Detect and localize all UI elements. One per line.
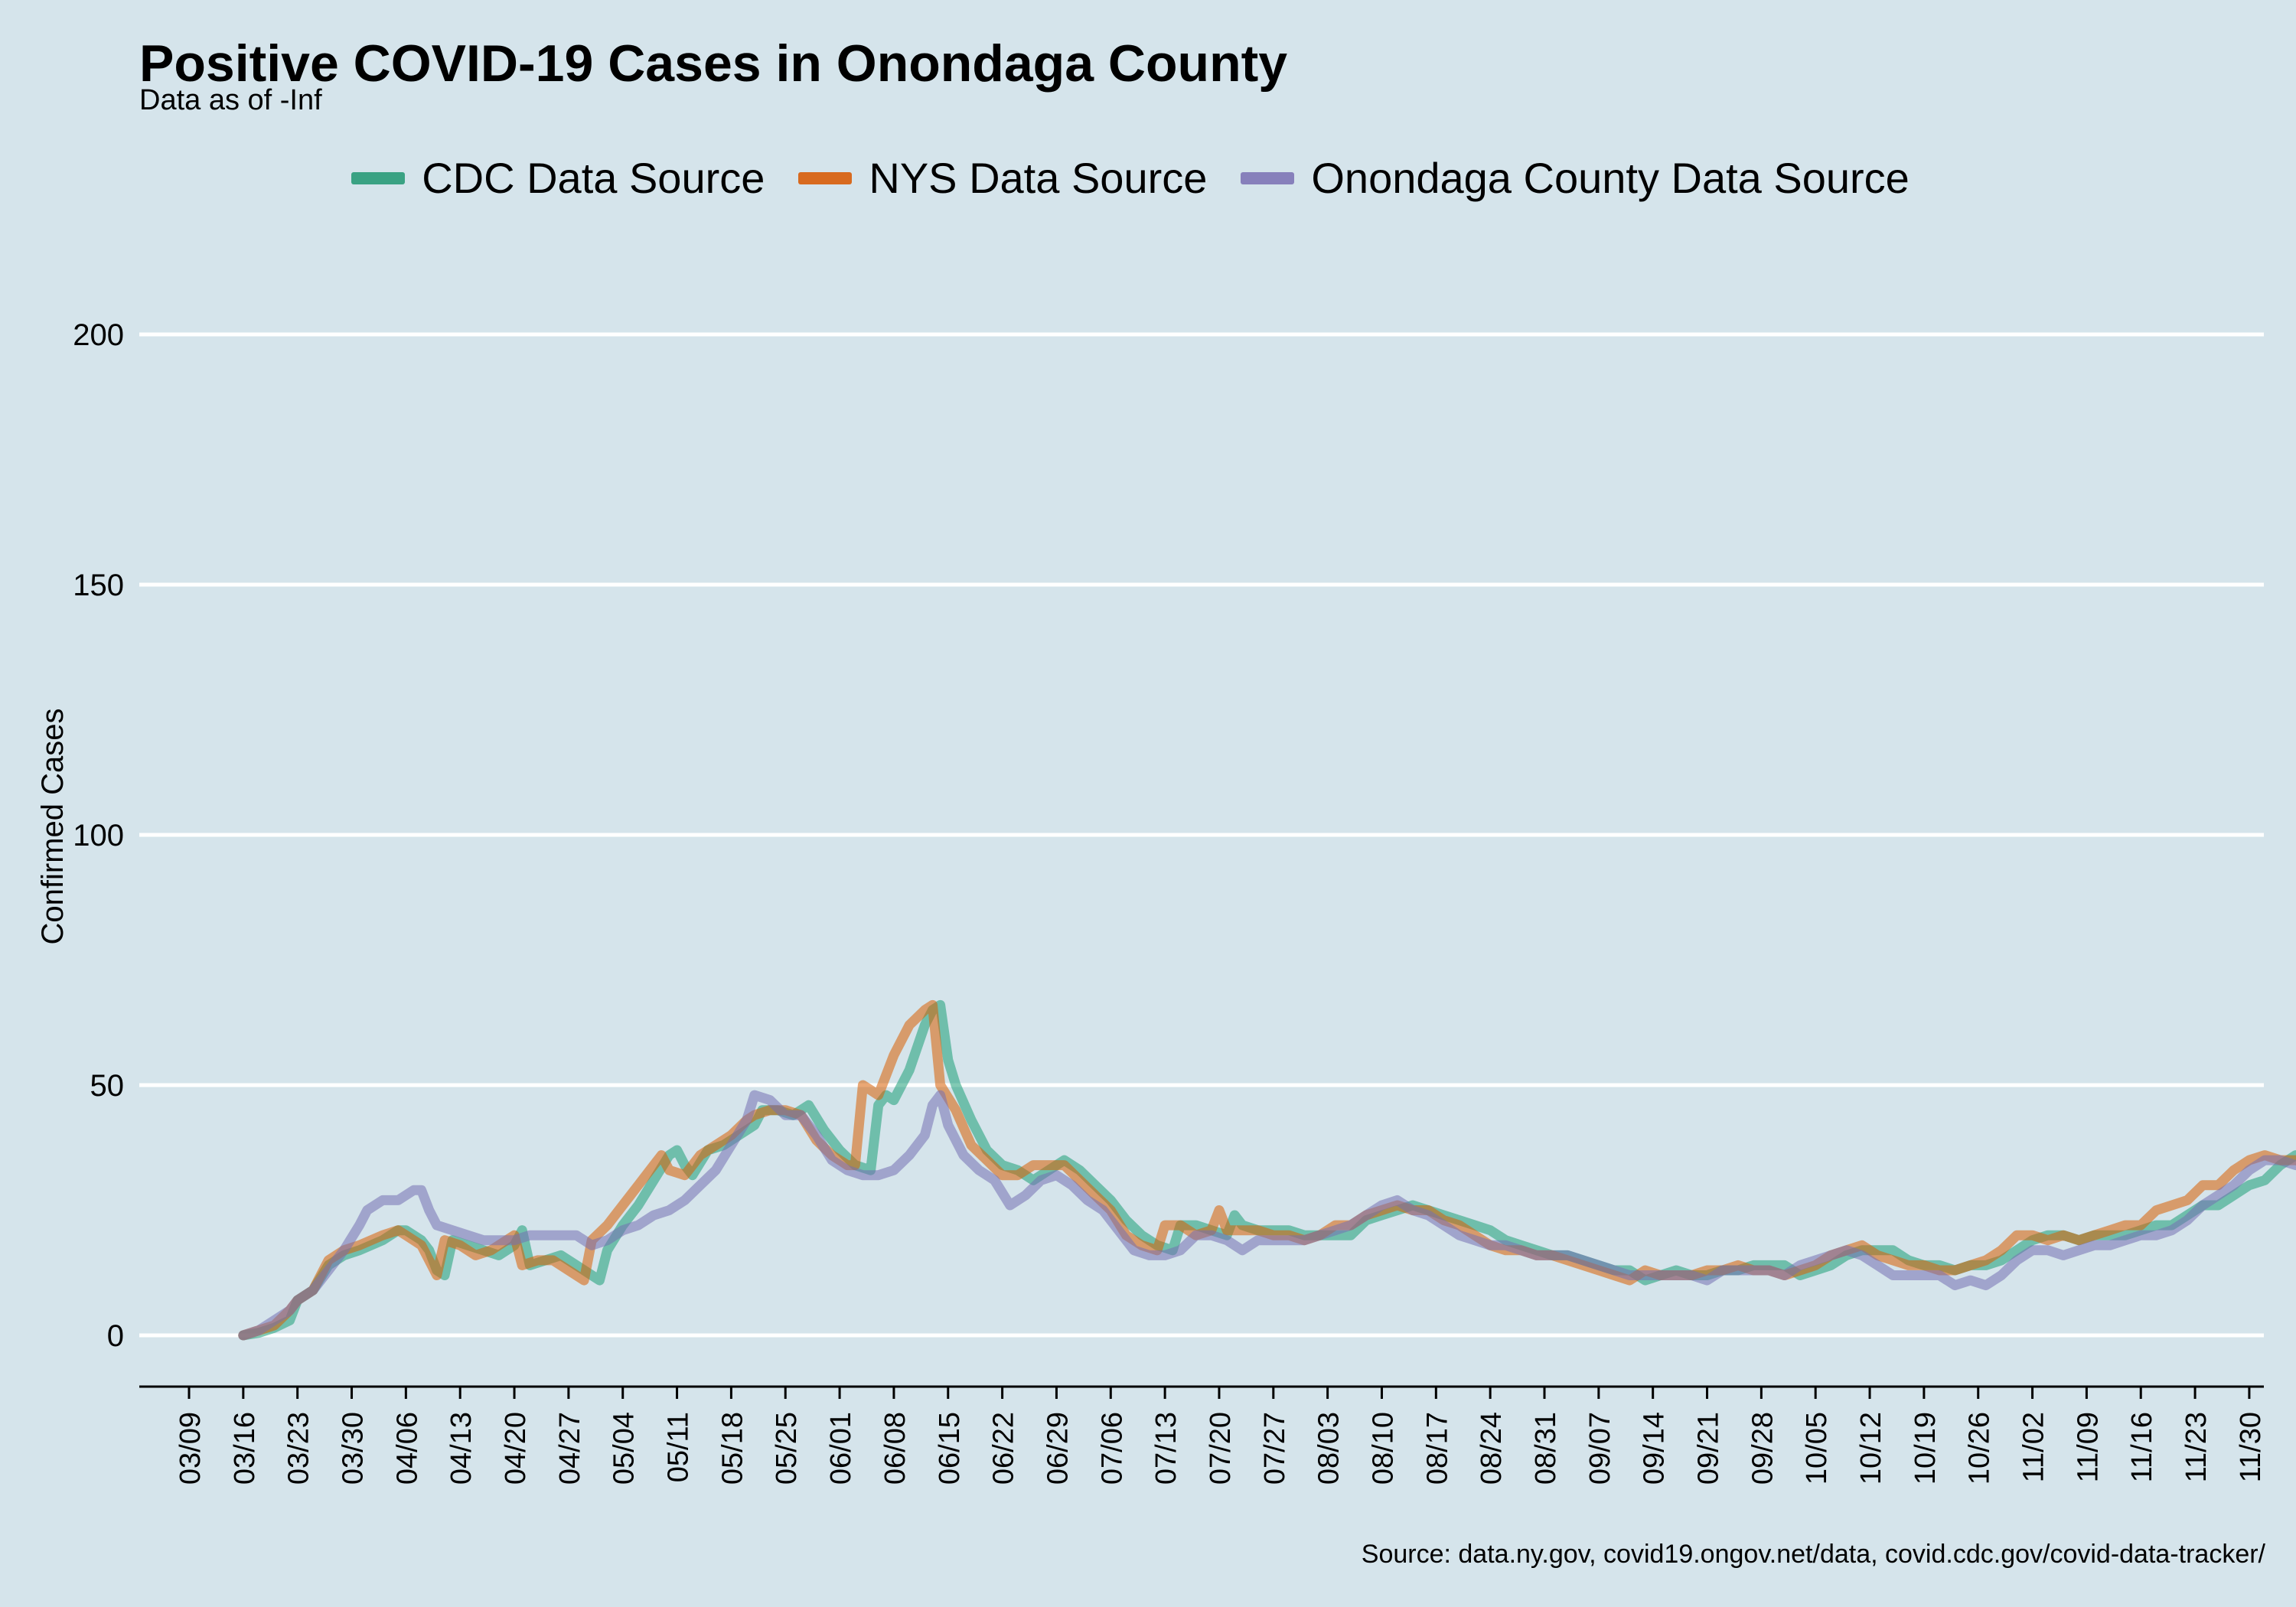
legend-label-onondaga: Onondaga County Data Source <box>1311 154 1910 202</box>
x-tick-label: 11/30 <box>2235 1412 2267 1482</box>
legend-item-nys[interactable]: NYS Data Source <box>798 153 1207 203</box>
x-tick-label: 05/11 <box>663 1412 695 1482</box>
x-tick-label: 04/06 <box>391 1412 423 1485</box>
x-tick-label: 07/13 <box>1150 1412 1182 1485</box>
series-line-nys <box>238 999 2296 1341</box>
x-tick-label: 08/31 <box>1530 1412 1562 1485</box>
x-tick-label: 06/15 <box>934 1412 966 1485</box>
x-tick-label: 09/28 <box>1746 1412 1779 1485</box>
x-tick-label: 07/06 <box>1096 1412 1128 1485</box>
legend-label-cdc: CDC Data Source <box>422 154 765 202</box>
x-tick-label: 07/27 <box>1259 1412 1291 1485</box>
x-tick-label: 03/23 <box>283 1412 315 1485</box>
x-tick-label: 06/22 <box>988 1412 1020 1485</box>
legend-swatch-onondaga <box>1241 171 1295 184</box>
y-tick-label: 0 <box>107 1319 124 1353</box>
x-tick-label: 10/26 <box>1964 1412 1996 1485</box>
x-tick-label: 08/17 <box>1421 1412 1453 1485</box>
series-line-cdc <box>238 999 2296 1341</box>
legend-swatch-nys <box>798 171 853 184</box>
series-line-onondaga <box>238 1090 2296 1341</box>
x-tick-label: 04/27 <box>554 1412 586 1485</box>
legend-item-onondaga[interactable]: Onondaga County Data Source <box>1241 153 1910 203</box>
y-tick-label: 50 <box>90 1069 125 1103</box>
x-tick-label: 04/20 <box>500 1412 532 1485</box>
x-tick-label: 03/09 <box>174 1412 207 1485</box>
x-tick-label: 08/03 <box>1313 1412 1345 1485</box>
x-tick-label: 07/20 <box>1205 1412 1237 1485</box>
x-tick-label: 11/16 <box>2126 1412 2158 1482</box>
x-tick-label: 09/21 <box>1693 1412 1725 1485</box>
x-tick-label: 09/07 <box>1584 1412 1616 1485</box>
x-tick-label: 11/09 <box>2072 1412 2104 1482</box>
x-tick-label: 10/05 <box>1801 1412 1833 1485</box>
chart-title: Positive COVID-19 Cases in Onondaga Coun… <box>139 34 1288 93</box>
x-tick-label: 08/10 <box>1367 1412 1399 1485</box>
x-tick-label: 05/25 <box>771 1412 803 1485</box>
x-tick-label: 09/14 <box>1639 1412 1671 1485</box>
y-axis-label: Confirmed Cases <box>36 708 70 944</box>
x-tick-label: 10/19 <box>1910 1412 1942 1485</box>
y-tick-label: 150 <box>73 569 124 602</box>
chart-source: Source: data.ny.gov, covid19.ongov.net/d… <box>1361 1540 2265 1569</box>
legend-swatch-cdc <box>351 171 406 184</box>
legend: CDC Data Source NYS Data Source Onondaga… <box>0 153 2261 203</box>
x-tick-label: 06/08 <box>879 1412 912 1485</box>
legend-item-cdc[interactable]: CDC Data Source <box>351 153 765 203</box>
x-tick-label: 05/04 <box>608 1412 641 1485</box>
x-tick-label: 11/23 <box>2180 1412 2213 1482</box>
x-tick-label: 06/01 <box>825 1412 857 1485</box>
x-tick-label: 03/16 <box>229 1412 261 1485</box>
x-tick-label: 11/02 <box>2018 1412 2050 1482</box>
chart-subtitle: Data as of -Inf <box>139 84 322 116</box>
x-tick-label: 03/30 <box>338 1412 370 1485</box>
y-tick-label: 200 <box>73 318 124 352</box>
x-tick-label: 10/12 <box>1855 1412 1887 1485</box>
x-tick-label: 06/29 <box>1042 1412 1074 1485</box>
x-tick-label: 04/13 <box>445 1412 478 1485</box>
y-tick-label: 100 <box>73 819 124 852</box>
legend-label-nys: NYS Data Source <box>869 154 1208 202</box>
x-tick-label: 08/24 <box>1476 1412 1508 1485</box>
x-tick-label: 05/18 <box>716 1412 748 1485</box>
